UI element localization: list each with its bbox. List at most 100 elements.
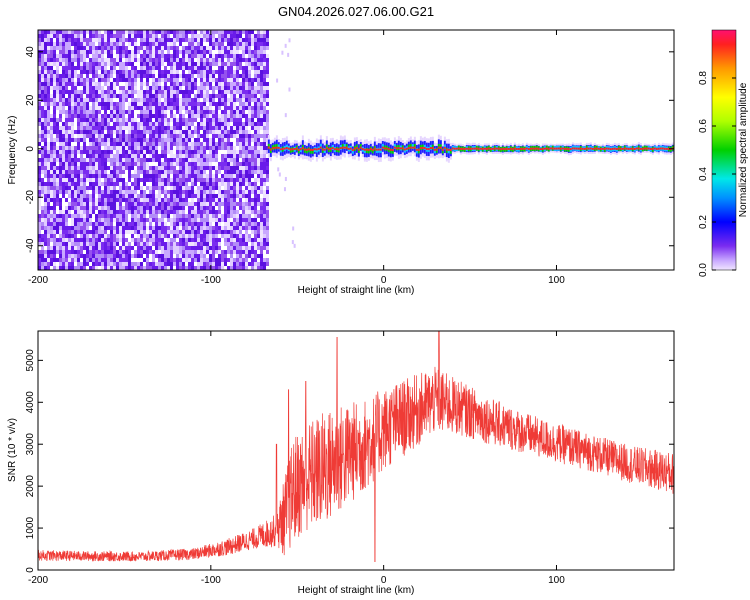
spectrogram-cell bbox=[140, 118, 143, 122]
spectrogram-cell bbox=[41, 46, 44, 50]
spectrogram-cell bbox=[254, 242, 257, 250]
spectrogram-cell bbox=[203, 110, 206, 114]
spectrogram-cell bbox=[65, 242, 68, 246]
spectrogram-cell bbox=[56, 106, 59, 110]
spectrogram-cell bbox=[200, 58, 203, 62]
spectrogram-cell bbox=[212, 226, 215, 230]
spectrogram-cell bbox=[242, 70, 245, 74]
spectrogram-cell bbox=[170, 182, 173, 186]
spectrogram-cell bbox=[164, 94, 167, 98]
spectrogram-cell bbox=[266, 194, 269, 198]
spectrogram-cell bbox=[242, 234, 245, 238]
spectrogram-cell bbox=[131, 110, 134, 118]
spectrogram-cell bbox=[185, 54, 188, 62]
spectrogram-cell bbox=[164, 114, 167, 118]
spectrogram-cell bbox=[227, 114, 230, 118]
spectrogram-cell bbox=[248, 158, 251, 162]
spectrogram-cell bbox=[254, 266, 257, 270]
spectrogram-cell bbox=[95, 122, 98, 126]
spectrogram-cell bbox=[236, 174, 239, 178]
spectrogram-cell bbox=[68, 134, 71, 142]
x-tick-label: 0 bbox=[381, 575, 387, 586]
spectrogram-cell bbox=[179, 258, 182, 262]
spectrogram-cell bbox=[152, 234, 155, 238]
spectrogram-cell bbox=[311, 148, 314, 154]
spectrogram-cell bbox=[149, 230, 152, 234]
spectrogram-cell bbox=[212, 70, 215, 74]
spectrogram-cell bbox=[212, 146, 215, 150]
spectrogram-cell bbox=[59, 162, 62, 166]
spectrogram-cell bbox=[659, 147, 662, 150]
spectrogram-cell bbox=[245, 182, 248, 186]
spectrogram-cell bbox=[206, 266, 209, 270]
spectrogram-cell bbox=[146, 46, 149, 50]
spectrogram-cell bbox=[221, 38, 224, 42]
spectrogram-cell bbox=[119, 70, 122, 74]
spectrogram-cell bbox=[149, 246, 152, 250]
spectrogram-cell bbox=[397, 147, 400, 150]
spectrogram-cell bbox=[248, 62, 251, 66]
spectrogram-cell bbox=[206, 146, 209, 150]
spectrogram-cell bbox=[260, 178, 263, 182]
spectrogram-cell bbox=[101, 246, 104, 250]
spectrogram-cell bbox=[143, 146, 146, 150]
spectrogram-cell bbox=[230, 202, 233, 210]
spectrogram-cell bbox=[86, 250, 89, 254]
spectrogram-cell bbox=[170, 46, 173, 50]
spectrogram-cell bbox=[77, 262, 80, 270]
spectrogram-cell bbox=[206, 154, 209, 158]
spectrogram-cell bbox=[281, 147, 284, 150]
spectrogram-cell bbox=[191, 186, 194, 190]
spectrogram-cell bbox=[38, 38, 41, 42]
spectrogram-cell bbox=[248, 30, 251, 34]
spectrogram-cell bbox=[41, 234, 44, 238]
spectrogram-cell bbox=[236, 98, 239, 102]
spectrogram-cell bbox=[227, 134, 230, 138]
spectrogram-cell bbox=[242, 194, 245, 198]
spectrogram-cell bbox=[539, 148, 542, 151]
spectrogram-cell bbox=[206, 58, 209, 62]
spectrogram-cell bbox=[585, 147, 588, 150]
spectrogram-cell bbox=[119, 202, 122, 206]
spectrogram-cell bbox=[125, 110, 128, 114]
spectrogram-cell bbox=[80, 42, 83, 46]
spectrogram-cell bbox=[167, 242, 170, 250]
spectrogram-cell bbox=[287, 52, 290, 57]
spectrogram-cell bbox=[77, 150, 80, 154]
spectrogram-cell bbox=[203, 78, 206, 82]
spectrogram-cell bbox=[146, 74, 149, 78]
spectrogram-cell bbox=[110, 266, 113, 270]
spectrogram-cell bbox=[56, 182, 59, 186]
spectrogram-cell bbox=[164, 214, 167, 218]
spectrogram-cell bbox=[50, 246, 53, 250]
spectrogram-cell bbox=[164, 130, 167, 134]
spectrogram-cell bbox=[56, 178, 59, 182]
spectrogram-cell bbox=[158, 154, 161, 158]
spectrogram-cell bbox=[59, 58, 62, 62]
spectrogram-cell bbox=[149, 206, 152, 210]
spectrogram-cell bbox=[164, 134, 167, 138]
spectrogram-cell bbox=[233, 70, 236, 74]
spectrogram-cell bbox=[191, 258, 194, 262]
spectrogram-cell bbox=[143, 210, 146, 214]
spectrogram-cell bbox=[197, 158, 200, 162]
spectrogram-cell bbox=[441, 148, 444, 154]
spectrogram-cell bbox=[104, 50, 107, 54]
spectrogram-cell bbox=[236, 234, 239, 238]
spectrogram-cell bbox=[230, 66, 233, 70]
spectrogram-cell bbox=[89, 38, 92, 42]
spectrogram-cell bbox=[107, 242, 110, 246]
spectrogram-cell bbox=[179, 30, 182, 34]
spectrogram-cell bbox=[167, 46, 170, 50]
spectrogram-cell bbox=[257, 98, 260, 102]
spectrogram-cell bbox=[158, 170, 161, 174]
spectrogram-cell bbox=[176, 266, 179, 270]
spectrogram-cell bbox=[197, 106, 200, 110]
spectrogram-cell bbox=[227, 142, 230, 146]
spectrogram-cell bbox=[50, 146, 53, 150]
spectrogram-cell bbox=[173, 198, 176, 202]
spectrogram-cell bbox=[113, 158, 116, 162]
spectrogram-cell bbox=[83, 266, 86, 270]
spectrogram-cell bbox=[203, 62, 206, 66]
spectrogram-cell bbox=[535, 147, 538, 150]
